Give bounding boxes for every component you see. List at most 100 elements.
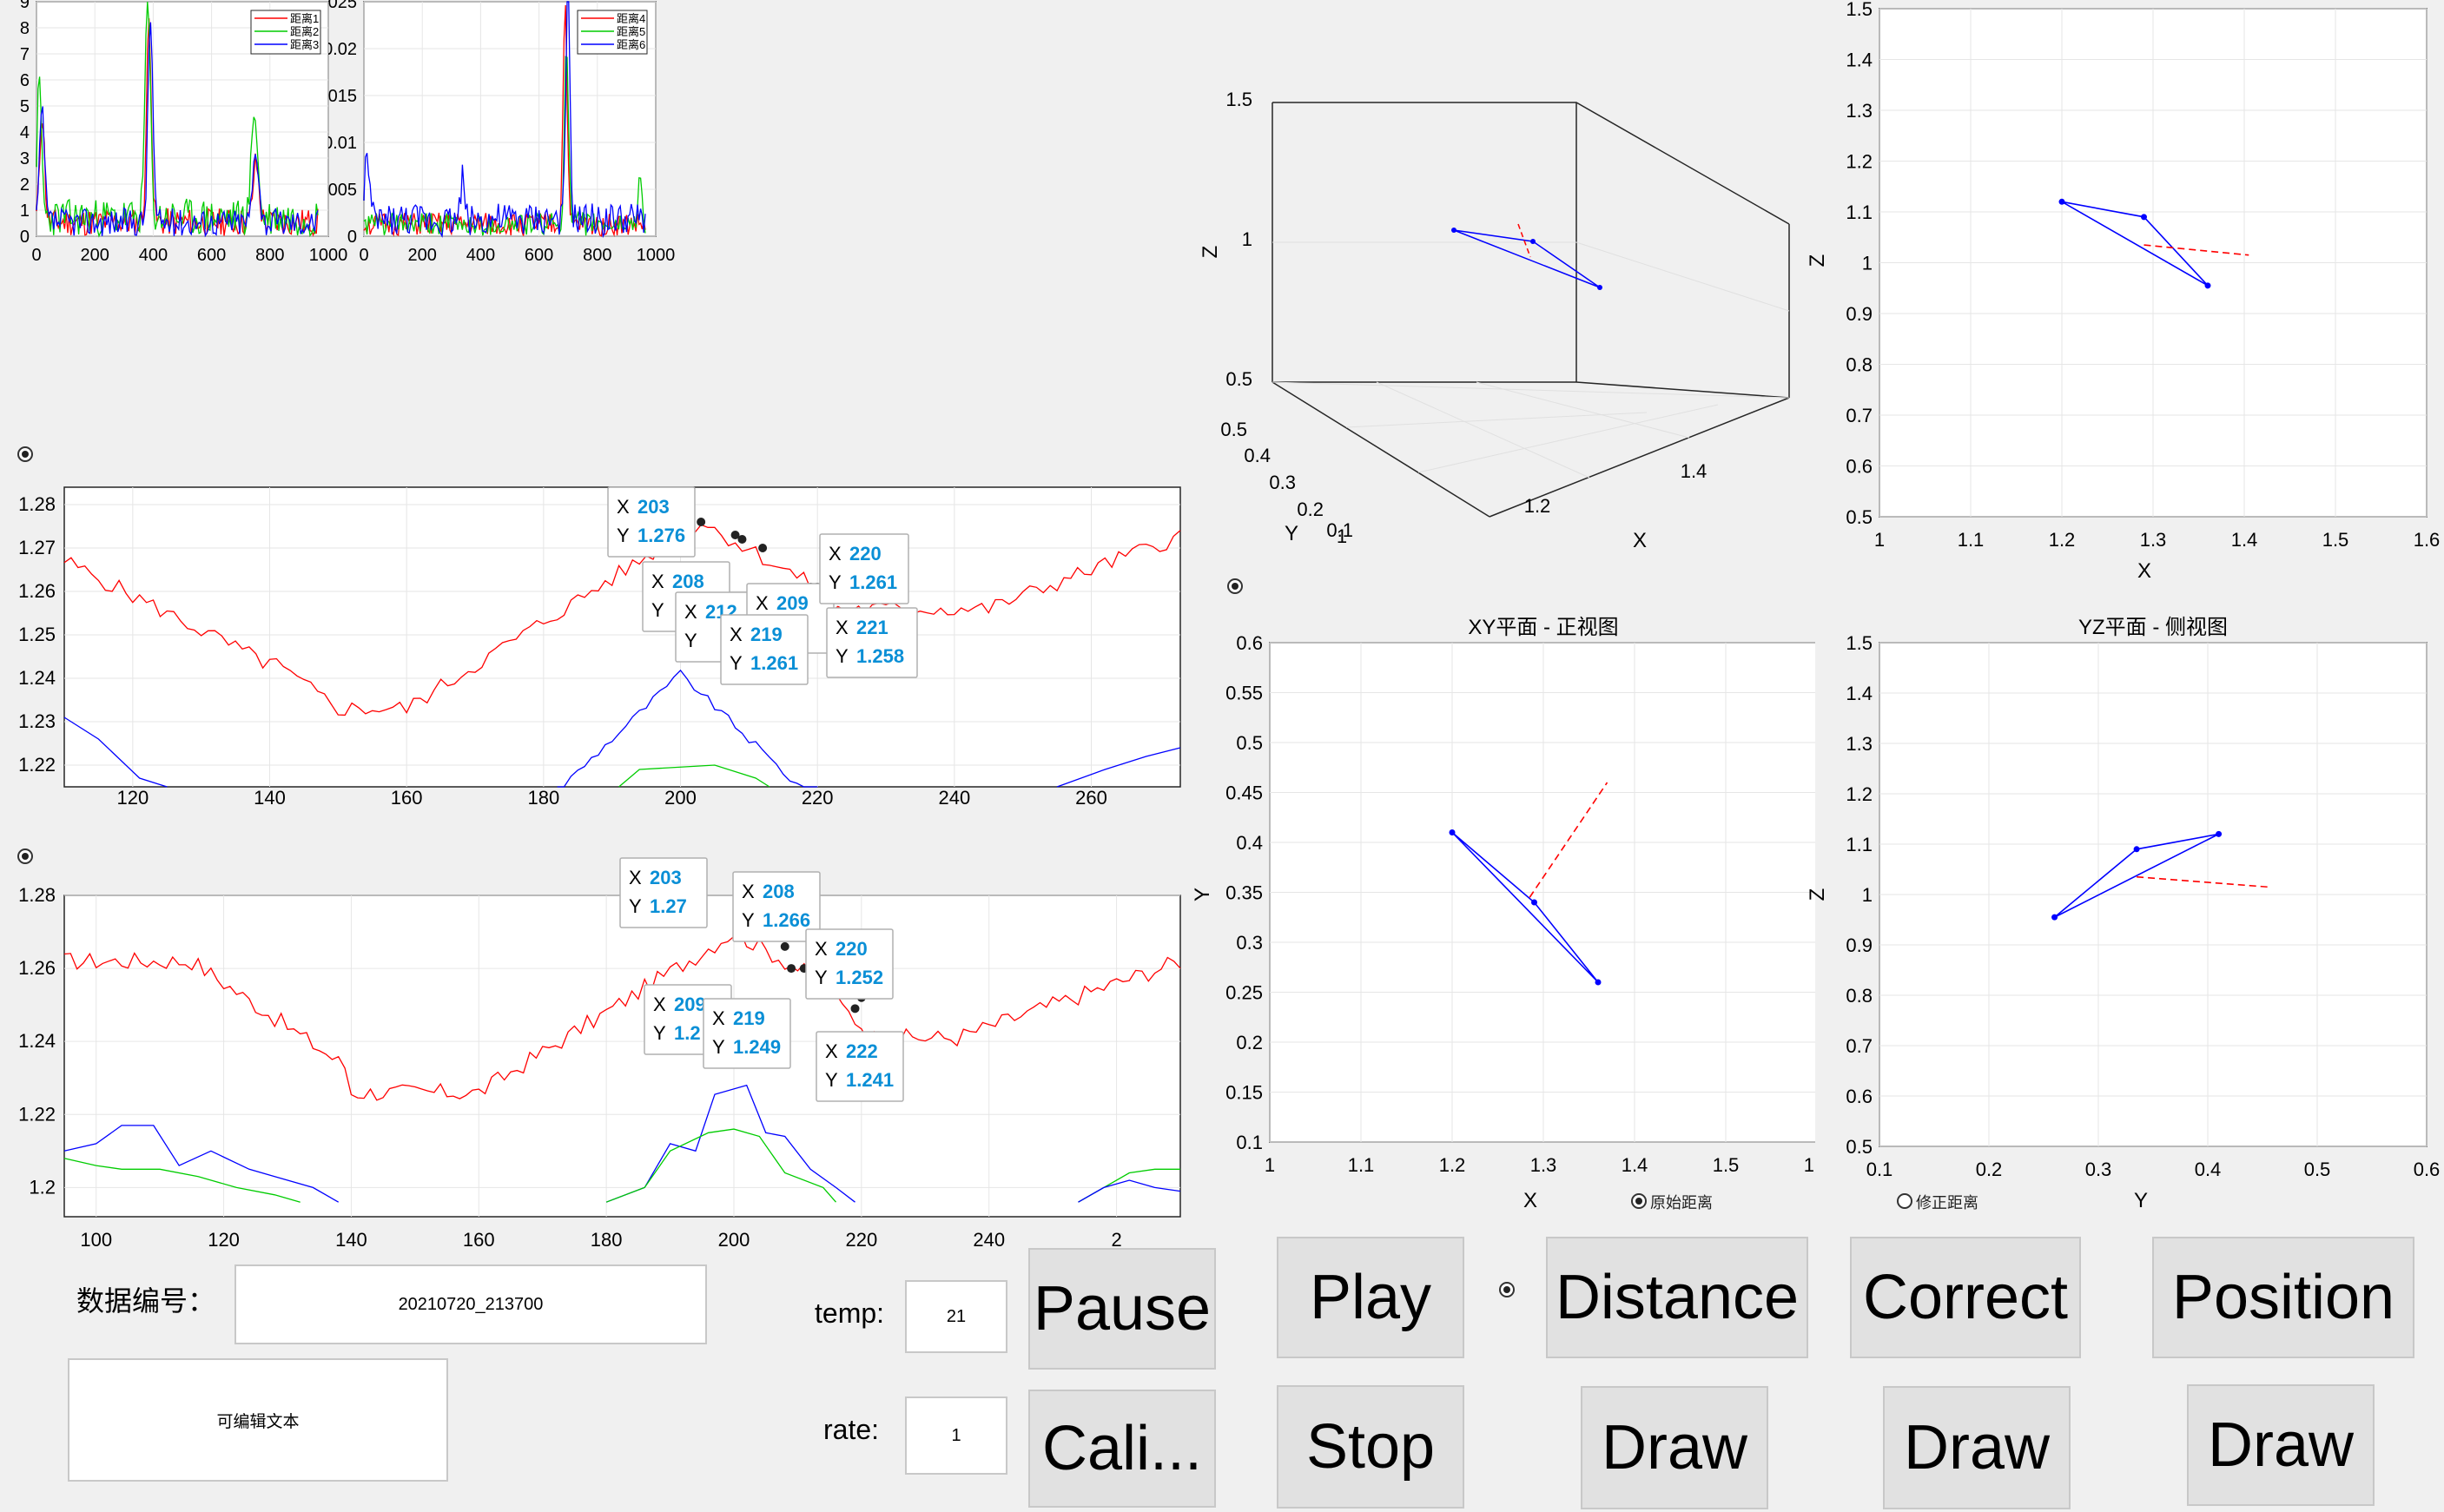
datatip[interactable]: X 222 Y 1.241 [816, 1031, 904, 1102]
series-line [605, 1128, 836, 1203]
x-tick-labels: 100 120 140 160 180 200 220 240 2 [80, 1229, 1121, 1251]
datatip[interactable]: X 203 Y 1.27 [619, 857, 708, 928]
datatip-x-label: X [712, 1007, 725, 1029]
x-tick-labels: 120 140 160 180 200 220 240 260 [116, 787, 1106, 809]
datatip-dot[interactable] [737, 535, 747, 544]
datatip[interactable]: X 208 Y 1.266 [732, 871, 821, 942]
datatip-y-value: 1.2 [674, 1022, 701, 1044]
datatip-dot[interactable] [758, 544, 768, 552]
x-tick: 1000 [309, 246, 348, 265]
vertex-point [2133, 846, 2140, 853]
x-tick: 200 [408, 246, 437, 261]
y-tick: 1.4 [1846, 50, 1873, 71]
x-tick: 1.1 [1958, 529, 1985, 551]
datatip-y-label: Y [836, 645, 849, 667]
x-tick: 1.6 [2414, 529, 2441, 551]
triangle [2054, 833, 2219, 918]
rate-input[interactable]: 1 [905, 1396, 1007, 1475]
datatip-dot[interactable] [780, 941, 789, 951]
series-line [63, 716, 168, 788]
corrected-distance-radio[interactable] [1897, 1193, 1912, 1209]
y-tick: 1.24 [18, 667, 56, 689]
datatip-dot[interactable] [787, 964, 796, 974]
y-tick: 0.25 [1225, 982, 1263, 1004]
original-distance-radio[interactable] [1631, 1193, 1647, 1209]
datatip-x-label: X [629, 867, 642, 888]
x-tick: 0.6 [2414, 1159, 2441, 1180]
calibrate-button[interactable]: Cali... [1028, 1390, 1216, 1508]
y-tick: 2 [20, 175, 30, 195]
datatip-x-value: 203 [637, 496, 670, 518]
correct-draw-button[interactable]: Draw [1883, 1386, 2071, 1509]
x-axis-label: X [1523, 1189, 1537, 1212]
x-tick-labels: 0 200 400 600 800 1000 [359, 246, 675, 261]
y-tick: 1.4 [1846, 683, 1873, 704]
normal-vector [2143, 244, 2249, 256]
datatip-dot[interactable] [697, 518, 706, 526]
x-tick: 0.5 [2304, 1159, 2331, 1180]
data-id-field[interactable]: 20210720_213700 [234, 1264, 707, 1344]
plot-select-radio[interactable] [17, 446, 33, 462]
temp-input[interactable]: 21 [905, 1280, 1007, 1353]
pause-button[interactable]: Pause [1028, 1248, 1216, 1370]
datatip-x-label: X [815, 938, 828, 960]
datatip-x-value: 222 [846, 1040, 878, 1062]
datatip[interactable]: X 219 Y 1.261 [720, 614, 809, 685]
datatip-x-label: X [756, 592, 769, 614]
y-tick-labels: 0.5 0.6 0.7 0.8 0.9 1 1.1 1.2 1.3 1.4 1.5 [1846, 0, 1873, 528]
distance-draw-button[interactable]: Draw [1581, 1386, 1768, 1509]
x-tick: 240 [973, 1229, 1005, 1251]
mode-radio[interactable] [1499, 1282, 1515, 1297]
y-tick: 1.5 [1846, 0, 1873, 20]
series-line [63, 524, 1181, 716]
x-axis-label: X [1633, 529, 1647, 552]
stop-button[interactable]: Stop [1277, 1385, 1464, 1509]
x-tick: 1.5 [1713, 1154, 1740, 1176]
temp-label: temp: [815, 1297, 885, 1329]
y-tick: 0.4 [1244, 445, 1271, 466]
y-tick: 0.2 [1236, 1032, 1263, 1053]
datatip-dot[interactable] [730, 531, 740, 539]
x-tick: 1.3 [1530, 1154, 1557, 1176]
x-tick-labels: 1 1.1 1.2 1.3 1.4 1.5 1.6 [1265, 1154, 1815, 1176]
x-tick-labels: 0 200 400 600 800 1000 [31, 246, 347, 265]
x-tick: 180 [591, 1229, 623, 1251]
vertex-point [2058, 198, 2065, 205]
datatip-x-value: 209 [674, 994, 706, 1015]
position-draw-button[interactable]: Draw [2187, 1384, 2375, 1506]
plot-select-radio[interactable] [17, 848, 33, 864]
datatip-dot[interactable] [850, 1004, 860, 1014]
xy-plane-plot: XY平面 - 正视图 0.10.150.20.250.30.350.40.450… [1191, 616, 1815, 1212]
datatip-x-value: 203 [650, 867, 682, 888]
distance-button[interactable]: Distance [1546, 1237, 1808, 1358]
datatip[interactable]: X 220 Y 1.252 [805, 928, 894, 1000]
series-line [36, 1, 319, 238]
x-tick: 160 [391, 787, 423, 809]
x-tick: 600 [197, 246, 226, 265]
y-tick: 3 [20, 149, 30, 168]
legend-label: 距离3 [290, 38, 319, 51]
y-tick: 0.01 [328, 134, 357, 153]
datatip-x-label: X [617, 496, 630, 518]
datatip-y-value: 1.249 [733, 1036, 781, 1058]
y-tick: 6 [20, 71, 30, 90]
editable-text-field[interactable]: 可编辑文本 [68, 1358, 448, 1482]
correct-button[interactable]: Correct [1850, 1237, 2081, 1358]
datatip[interactable]: X 220 Y 1.261 [819, 533, 909, 604]
series-line [63, 1125, 340, 1203]
y-tick-labels: 1.22 1.23 1.24 1.25 1.26 1.27 1.28 [18, 493, 56, 776]
datatip[interactable]: X 221 Y 1.258 [826, 607, 918, 678]
position-button[interactable]: Position [2152, 1237, 2414, 1358]
x-tick: 240 [938, 787, 970, 809]
y-tick: 1.3 [1846, 733, 1873, 755]
plot-select-radio[interactable] [1227, 578, 1243, 594]
datatip[interactable]: X 203 Y 1.276 [607, 486, 696, 558]
play-button[interactable]: Play [1277, 1237, 1464, 1358]
x-tick: 800 [255, 246, 284, 265]
y-tick: 1.2 [29, 1176, 56, 1198]
x-tick: 120 [208, 1229, 240, 1251]
datatip[interactable]: X 219 Y 1.249 [703, 998, 791, 1069]
datatip-x-value: 208 [763, 881, 795, 902]
x-tick: 140 [254, 787, 286, 809]
x-tick: 160 [463, 1229, 495, 1251]
